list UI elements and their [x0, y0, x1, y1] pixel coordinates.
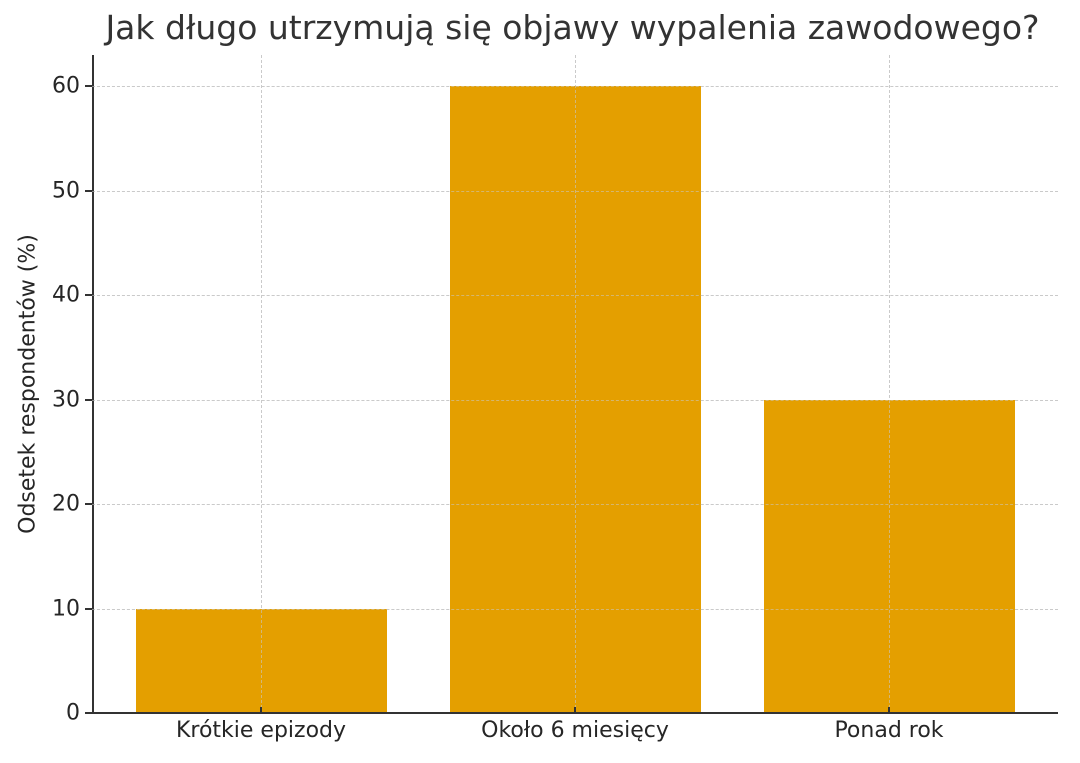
grid-line-horizontal-overlay — [92, 295, 1058, 297]
chart-title: Jak długo utrzymują się objawy wypalenia… — [105, 8, 1040, 47]
x-tick-mark — [888, 707, 890, 714]
y-tick-label: 0 — [66, 700, 80, 726]
grid-line-horizontal-overlay — [92, 608, 1058, 610]
y-tick-mark — [85, 712, 92, 714]
y-tick-label: 40 — [52, 282, 80, 308]
x-tick-mark — [574, 707, 576, 714]
grid-line-horizontal-overlay — [92, 504, 1058, 506]
grid-line-vertical-overlay — [889, 55, 890, 713]
x-tick-mark — [260, 707, 262, 714]
y-tick-mark — [85, 607, 92, 610]
y-tick-label: 60 — [52, 73, 80, 99]
y-tick-label: 20 — [52, 491, 80, 517]
grid-line-horizontal-overlay — [92, 190, 1058, 192]
grid-line-horizontal-overlay — [92, 86, 1058, 88]
y-tick-label: 50 — [52, 178, 80, 204]
y-axis-title: Odsetek respondentów (%) — [15, 234, 41, 534]
y-tick-mark — [85, 503, 92, 506]
y-tick-mark — [85, 398, 92, 401]
x-tick-label: Krótkie epizody — [175, 718, 347, 743]
grid-line-horizontal-overlay — [92, 399, 1058, 401]
plot-area: 0 10 20 30 40 50 60 Krótkie epizody Około 6 mies… — [52, 55, 1058, 743]
y-tick-label: 30 — [52, 387, 80, 413]
y-tick-label: 10 — [52, 596, 80, 622]
grid-line-vertical-overlay — [261, 55, 262, 713]
x-tick-label: Ponad rok — [834, 718, 944, 743]
grid-line-vertical-overlay — [575, 55, 576, 713]
y-axis-line — [92, 55, 94, 713]
x-tick-label: Około 6 miesięcy — [481, 718, 669, 743]
y-tick-mark — [85, 189, 92, 192]
y-tick-mark — [85, 85, 92, 88]
y-tick-mark — [85, 294, 92, 297]
